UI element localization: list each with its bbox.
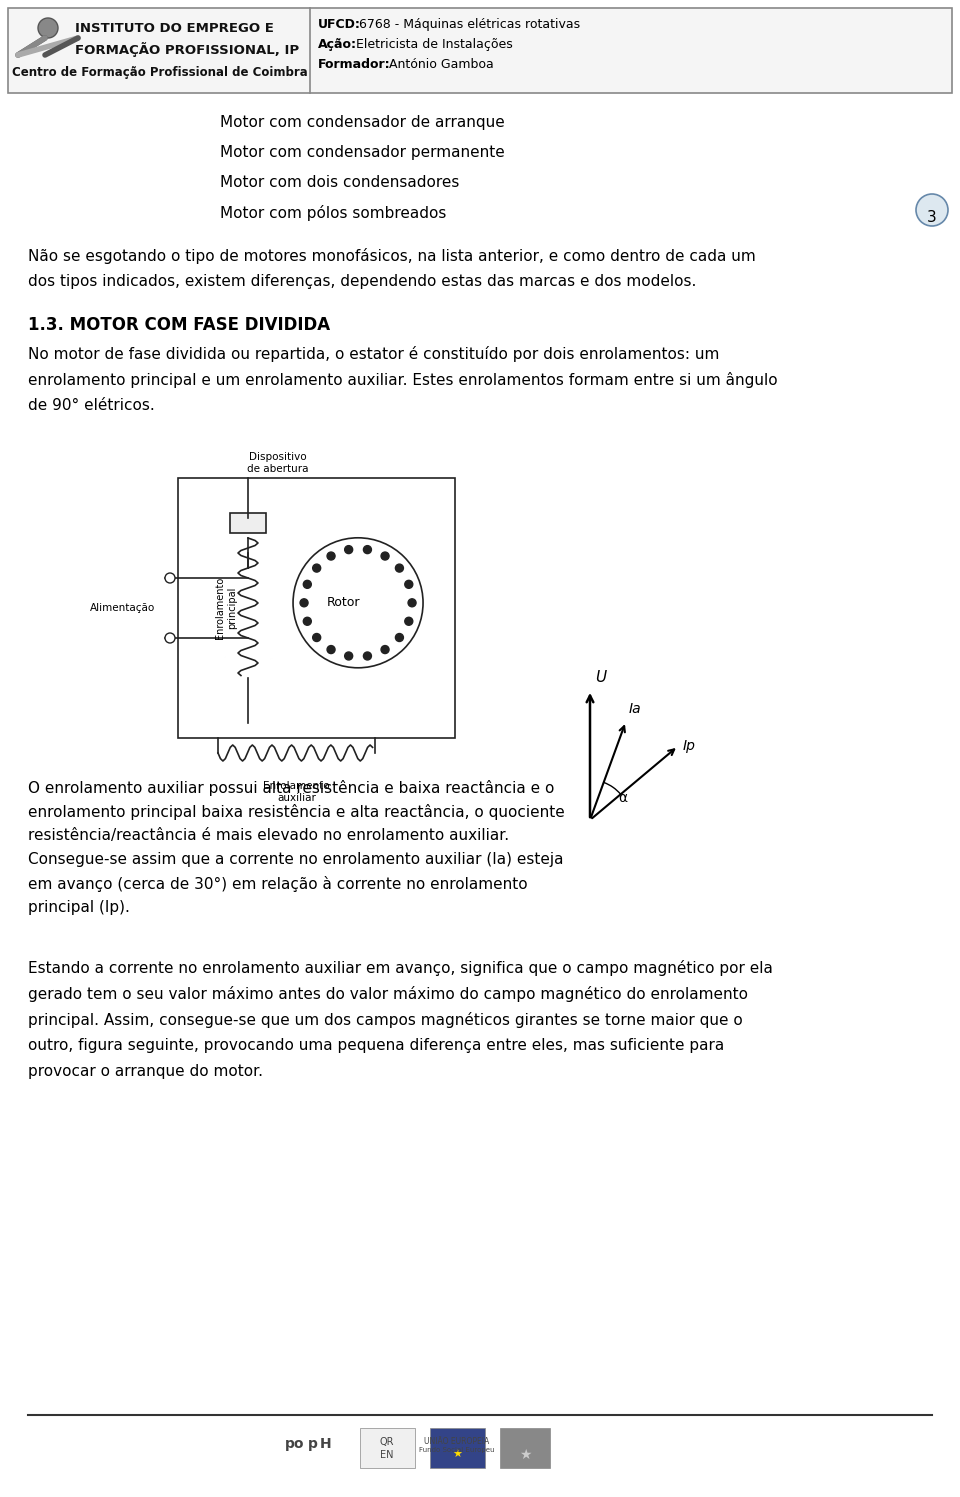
Text: outro, figura seguinte, provocando uma pequena diferença entre eles, mas suficie: outro, figura seguinte, provocando uma p… [28, 1037, 724, 1052]
Bar [430, 1428, 485, 1469]
Text: QR: QR [380, 1437, 395, 1448]
Text: U: U [595, 671, 606, 686]
Circle shape [916, 195, 948, 226]
Circle shape [293, 537, 423, 668]
Text: 6768 - Máquinas elétricas rotativas: 6768 - Máquinas elétricas rotativas [355, 18, 580, 31]
Circle shape [327, 645, 335, 654]
Bar [500, 1428, 550, 1469]
Text: Motor com condensador permanente: Motor com condensador permanente [220, 145, 505, 160]
Text: Formador:: Formador: [318, 58, 391, 70]
Text: Não se esgotando o tipo de motores monofásicos, na lista anterior, e como dentro: Não se esgotando o tipo de motores monof… [28, 249, 756, 263]
Text: α: α [618, 790, 627, 805]
Text: No motor de fase dividida ou repartida, o estator é constituído por dois enrolam: No motor de fase dividida ou repartida, … [28, 346, 719, 362]
Text: 3: 3 [927, 211, 937, 226]
Text: principal. Assim, consegue-se que um dos campos magnéticos girantes se torne mai: principal. Assim, consegue-se que um dos… [28, 1012, 743, 1028]
Text: em avanço (cerca de 30°) em relação à corrente no enrolamento: em avanço (cerca de 30°) em relação à co… [28, 876, 528, 892]
Text: p: p [308, 1437, 318, 1451]
Text: INSTITUTO DO EMPREGO E: INSTITUTO DO EMPREGO E [75, 22, 274, 34]
Text: Dispositivo
de abertura: Dispositivo de abertura [248, 452, 309, 473]
Text: Enrolamento
principal: Enrolamento principal [215, 576, 237, 639]
Circle shape [300, 599, 308, 606]
Text: O enrolamento auxiliar possui alta resistência e baixa reactância e o: O enrolamento auxiliar possui alta resis… [28, 780, 554, 796]
Text: UNIÃO EUROPEIA: UNIÃO EUROPEIA [424, 1437, 490, 1446]
Text: Enrolamento
auxiliar: Enrolamento auxiliar [263, 781, 330, 802]
FancyBboxPatch shape [8, 7, 952, 93]
Circle shape [313, 564, 321, 572]
Text: dos tipos indicados, existem diferenças, dependendo estas das marcas e dos model: dos tipos indicados, existem diferenças,… [28, 274, 696, 289]
Bar [230, 513, 266, 533]
Text: Fundo Social Europeu: Fundo Social Europeu [420, 1448, 494, 1454]
Text: Motor com dois condensadores: Motor com dois condensadores [220, 175, 460, 190]
Text: provocar o arranque do motor.: provocar o arranque do motor. [28, 1064, 263, 1079]
Circle shape [396, 564, 403, 572]
Circle shape [327, 552, 335, 560]
Text: EN: EN [380, 1451, 394, 1460]
Circle shape [38, 18, 58, 37]
Text: 1.3. MOTOR COM FASE DIVIDIDA: 1.3. MOTOR COM FASE DIVIDIDA [28, 316, 330, 334]
Text: enrolamento principal e um enrolamento auxiliar. Estes enrolamentos formam entre: enrolamento principal e um enrolamento a… [28, 371, 778, 388]
Circle shape [408, 599, 416, 606]
Text: Eletricista de Instalações: Eletricista de Instalações [352, 37, 513, 51]
Circle shape [381, 552, 389, 560]
Circle shape [345, 653, 352, 660]
Circle shape [303, 581, 311, 588]
Text: Alimentação: Alimentação [90, 603, 156, 612]
Text: Ia: Ia [629, 702, 641, 717]
Text: Rotor: Rotor [326, 596, 360, 609]
Text: Consegue-se assim que a corrente no enrolamento auxiliar (Ia) esteja: Consegue-se assim que a corrente no enro… [28, 852, 564, 867]
Text: FORMAÇÃO PROFISSIONAL, IP: FORMAÇÃO PROFISSIONAL, IP [75, 42, 300, 57]
Text: resistência/reactância é mais elevado no enrolamento auxiliar.: resistência/reactância é mais elevado no… [28, 828, 509, 843]
Circle shape [405, 581, 413, 588]
Circle shape [381, 645, 389, 654]
Circle shape [165, 633, 175, 644]
Circle shape [303, 617, 311, 626]
Text: Ip: Ip [684, 740, 696, 753]
Text: Estando a corrente no enrolamento auxiliar em avanço, significa que o campo magn: Estando a corrente no enrolamento auxili… [28, 960, 773, 976]
Circle shape [165, 573, 175, 582]
Bar [178, 478, 455, 738]
Text: António Gamboa: António Gamboa [385, 58, 493, 70]
Circle shape [345, 545, 352, 554]
Text: Motor com pólos sombreados: Motor com pólos sombreados [220, 205, 446, 222]
Text: principal (Ip).: principal (Ip). [28, 900, 130, 915]
Circle shape [364, 545, 372, 554]
Text: UFCD:: UFCD: [318, 18, 361, 31]
Text: enrolamento principal baixa resistência e alta reactância, o quociente: enrolamento principal baixa resistência … [28, 804, 564, 820]
Text: ★: ★ [518, 1448, 531, 1463]
Circle shape [313, 633, 321, 642]
Circle shape [364, 653, 372, 660]
Text: gerado tem o seu valor máximo antes do valor máximo do campo magnético do enrola: gerado tem o seu valor máximo antes do v… [28, 987, 748, 1001]
Text: Motor com condensador de arranque: Motor com condensador de arranque [220, 115, 505, 130]
Text: Centro de Formação Profissional de Coimbra: Centro de Formação Profissional de Coimb… [12, 66, 308, 79]
Circle shape [405, 617, 413, 626]
Text: ★: ★ [452, 1451, 462, 1460]
Text: po: po [285, 1437, 304, 1451]
Text: de 90° elétricos.: de 90° elétricos. [28, 398, 155, 413]
Bar [360, 1428, 415, 1469]
Text: Ação:: Ação: [318, 37, 357, 51]
Text: H: H [320, 1437, 331, 1451]
Circle shape [396, 633, 403, 642]
